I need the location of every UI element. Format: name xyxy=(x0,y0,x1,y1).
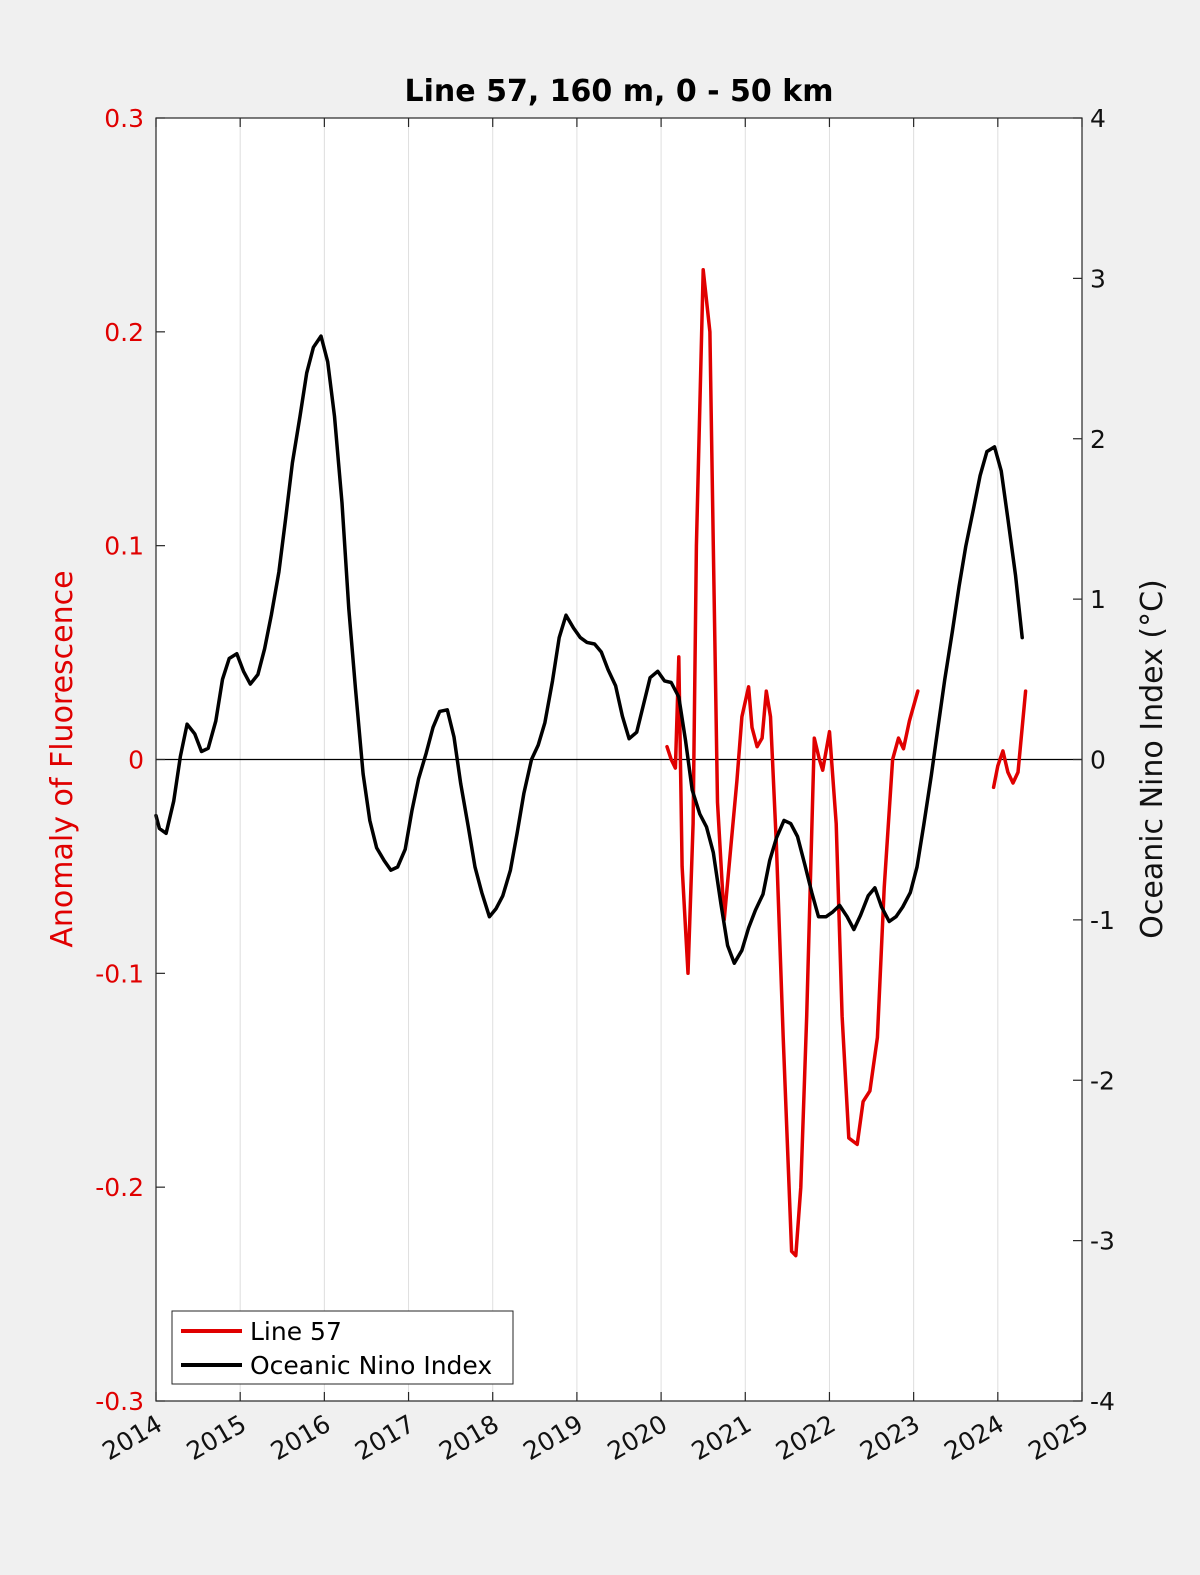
legend-box xyxy=(171,1310,514,1385)
y-left-tick-label: -0.2 xyxy=(95,1173,144,1202)
legend-label-line57: Line 57 xyxy=(250,1317,342,1346)
oni-series-line xyxy=(154,334,1024,965)
y-axis-right-label: Oceanic Nino Index (°C) xyxy=(1135,579,1170,939)
chart-title: Line 57, 160 m, 0 - 50 km xyxy=(405,74,834,109)
y-left-tick-label: 0.3 xyxy=(104,104,144,133)
y-left-tick-label: 0.1 xyxy=(104,532,144,561)
y-left-tick-label: 0 xyxy=(128,746,144,775)
y-right-tick-label: -4 xyxy=(1090,1387,1115,1416)
y-right-tick-label: 0 xyxy=(1090,746,1106,775)
line57-series-line xyxy=(991,689,1028,790)
y-axis-left-label: Anomaly of Fluorescence xyxy=(45,570,80,947)
legend: Line 57 Oceanic Nino Index xyxy=(171,1310,514,1385)
y-right-tick-label: 1 xyxy=(1090,585,1106,614)
y-left-tick-label: -0.1 xyxy=(95,959,144,988)
y-right-tick-label: 4 xyxy=(1090,104,1106,133)
series-layer xyxy=(154,268,1028,1258)
y-right-tick-label: -1 xyxy=(1090,906,1115,935)
y-left-tick-label: 0.2 xyxy=(104,318,144,347)
y-right-tick-label: 3 xyxy=(1090,264,1106,293)
y-right-tick-label: -3 xyxy=(1090,1227,1115,1256)
y-right-tick-label: -2 xyxy=(1090,1066,1115,1095)
legend-label-oni: Oceanic Nino Index xyxy=(250,1351,492,1380)
y-right-tick-label: 2 xyxy=(1090,425,1106,454)
line57-series-line xyxy=(665,268,920,1258)
y-left-tick-label: -0.3 xyxy=(95,1387,144,1416)
